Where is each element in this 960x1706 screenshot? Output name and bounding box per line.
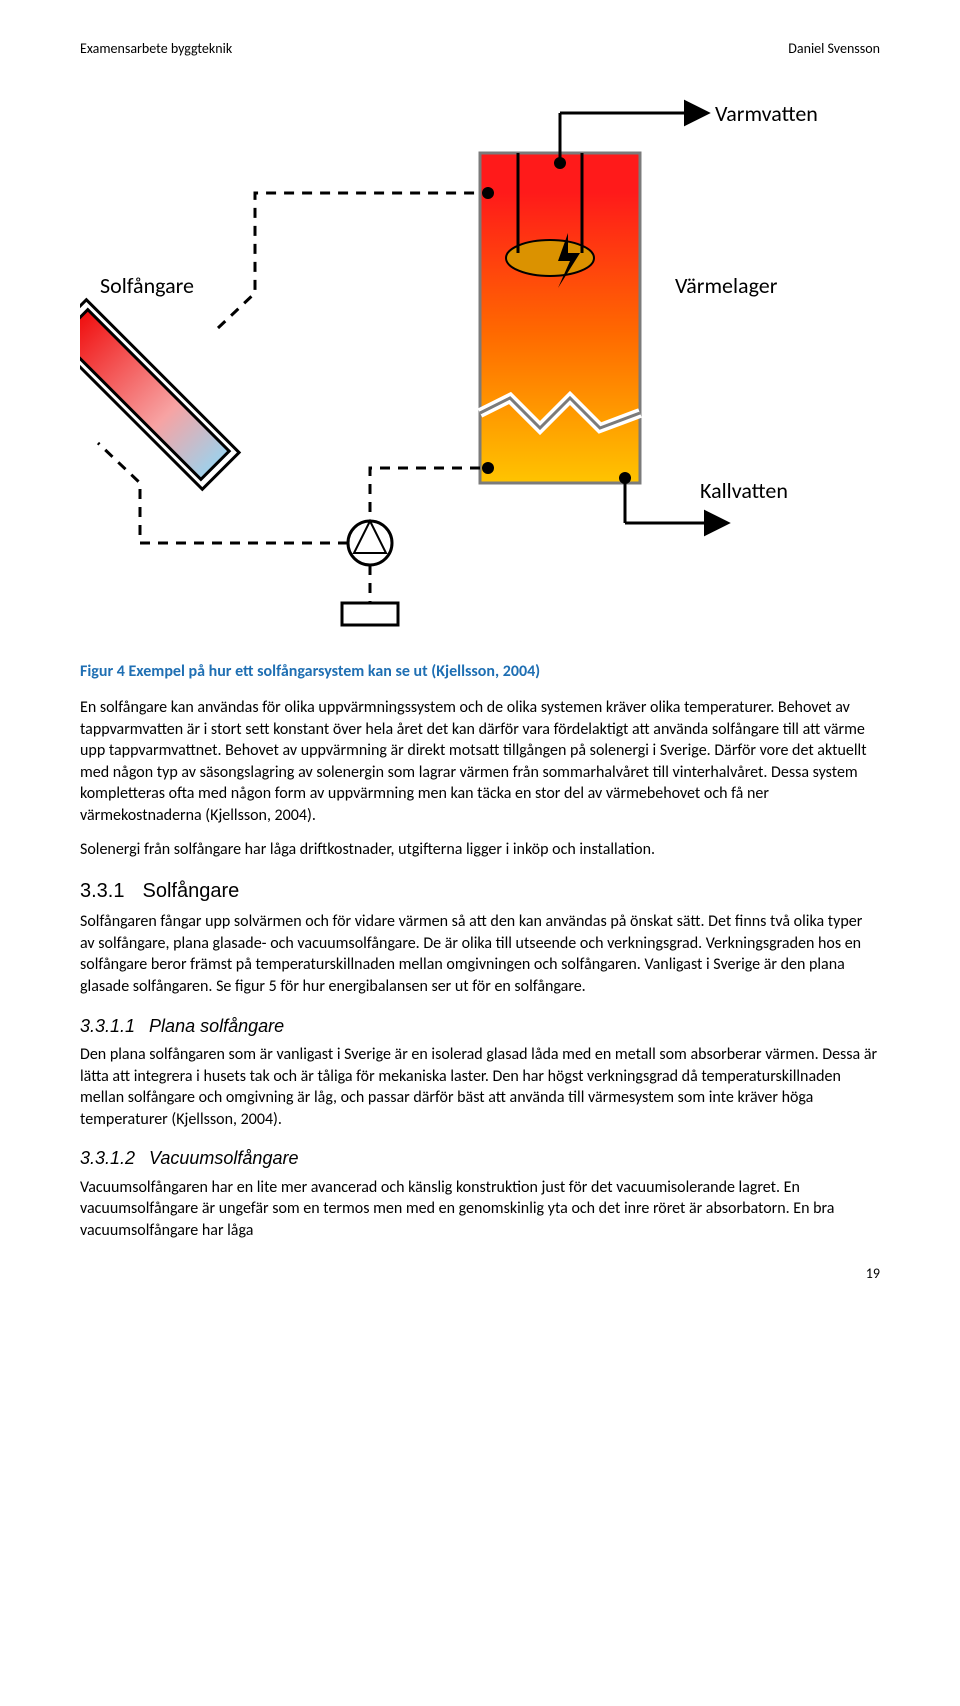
heading-331-num: 3.3.1 bbox=[80, 880, 124, 902]
heading-3312-txt: Vacuumsolfångare bbox=[149, 1148, 298, 1168]
heading-3311-txt: Plana solfångare bbox=[149, 1016, 284, 1036]
heat-storage-tank bbox=[480, 153, 640, 483]
pipe-return-a bbox=[370, 468, 480, 523]
page-header: Examensarbete byggteknik Daniel Svensson bbox=[80, 40, 880, 59]
heading-3312-num: 3.3.1.2 bbox=[80, 1148, 135, 1168]
label-varmelager: Värmelager bbox=[675, 272, 778, 299]
header-left: Examensarbete byggteknik bbox=[80, 40, 232, 59]
paragraph-4: Den plana solfångaren som är vanligast i… bbox=[80, 1044, 880, 1130]
heading-331-txt: Solfångare bbox=[142, 880, 239, 902]
heading-331: 3.3.1 Solfångare bbox=[80, 878, 880, 905]
label-kallvatten: Kallvatten bbox=[700, 477, 788, 504]
header-right: Daniel Svensson bbox=[788, 40, 880, 59]
solar-system-diagram: Solfångare Varmvatten Värmelager Kallvat… bbox=[80, 83, 880, 650]
heading-3312: 3.3.1.2 Vacuumsolfångare bbox=[80, 1146, 880, 1170]
heading-3311-num: 3.3.1.1 bbox=[80, 1016, 135, 1036]
paragraph-3: Solfångaren fångar upp solvärmen och för… bbox=[80, 911, 880, 997]
label-solfangare: Solfångare bbox=[100, 272, 194, 299]
paragraph-2: Solenergi från solfångare har låga drift… bbox=[80, 839, 880, 861]
expansion-vessel bbox=[342, 603, 398, 625]
pipe-hot-supply bbox=[218, 193, 480, 328]
pump-icon bbox=[348, 521, 392, 565]
paragraph-1: En solfångare kan användas för olika upp… bbox=[80, 697, 880, 827]
page-number: 19 bbox=[80, 1265, 880, 1284]
figure-caption: Figur 4 Exempel på hur ett solfångarsyst… bbox=[80, 661, 880, 683]
heading-3311: 3.3.1.1 Plana solfångare bbox=[80, 1014, 880, 1038]
paragraph-5: Vacuumsolfångaren har en lite mer avance… bbox=[80, 1177, 880, 1242]
diagram-svg: Solfångare Varmvatten Värmelager Kallvat… bbox=[80, 83, 880, 643]
solar-collector bbox=[80, 300, 239, 490]
label-varmvatten: Varmvatten bbox=[715, 100, 818, 127]
